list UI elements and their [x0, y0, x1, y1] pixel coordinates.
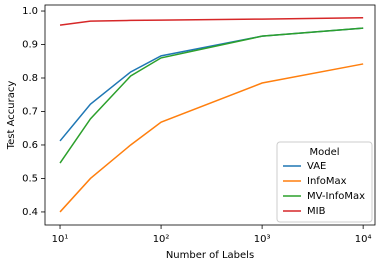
x-axis-label: Number of Labels: [166, 250, 254, 261]
legend-label: VAE: [307, 161, 326, 172]
y-tick-label: 0.5: [22, 173, 38, 184]
y-axis-label: Test Accuracy: [6, 81, 17, 151]
legend-label: MIB: [307, 206, 326, 217]
y-tick-label: 0.7: [22, 106, 38, 117]
x-tick-label: 10²: [153, 234, 170, 245]
axes-frame: [44, 4, 376, 226]
y-tick-label: 1.0: [22, 6, 38, 17]
series-line: [59, 16, 364, 26]
y-tick-label: 0.8: [22, 73, 38, 84]
y-tick-label: 0.6: [22, 140, 38, 151]
legend-label: MV-InfoMax: [307, 191, 365, 202]
series-line: [59, 63, 364, 213]
legend-label: InfoMax: [307, 176, 347, 187]
y-tick-label: 0.4: [22, 207, 38, 218]
x-tick-label: 10¹: [52, 234, 69, 245]
legend-title: Model: [309, 147, 339, 158]
y-tick-label: 0.9: [22, 40, 38, 51]
x-tick-label: 10³: [254, 234, 271, 245]
series-line: [59, 27, 364, 142]
x-tick-label: 10⁴: [355, 234, 372, 245]
legend-box: [276, 141, 373, 223]
series-line: [59, 27, 364, 164]
